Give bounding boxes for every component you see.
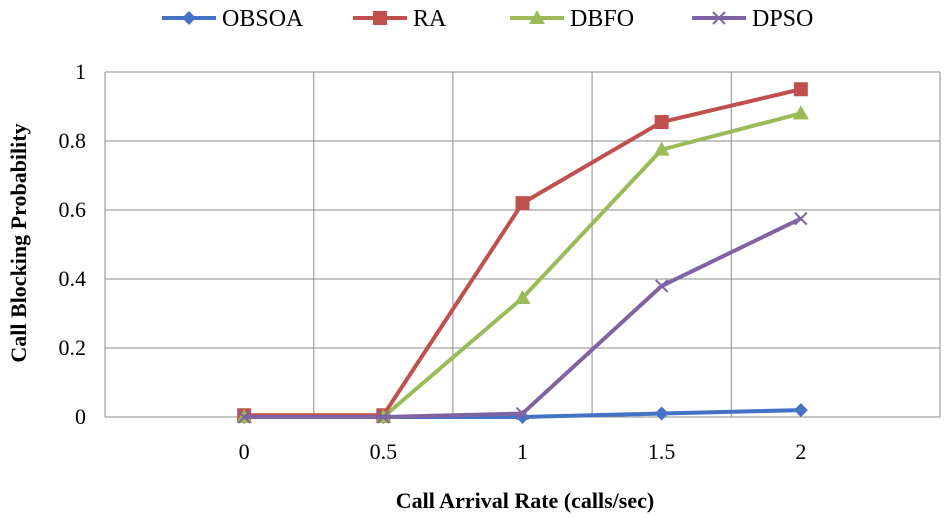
legend-item-obsoa: OBSOA <box>162 6 304 32</box>
legend-label: RA <box>413 6 447 32</box>
series-dpso <box>237 211 808 424</box>
legend-label: DBFO <box>570 6 634 32</box>
x-tick-label: 0 <box>239 439 250 464</box>
data-point-ra <box>793 82 808 97</box>
data-point-ra <box>654 115 669 130</box>
data-point-dbfo <box>792 105 809 120</box>
series-group <box>236 82 809 424</box>
legend-item-ra: RA <box>353 6 447 32</box>
x-tick-labels: 0 0.5 1 1.5 2 <box>239 439 807 464</box>
series-dbfo <box>236 105 809 423</box>
data-point-dpso <box>794 211 808 226</box>
y-tick-label: 0.2 <box>59 335 87 360</box>
series-line-ra <box>244 87 802 418</box>
legend-label: DPSO <box>752 6 813 32</box>
legend-marker <box>373 11 387 25</box>
y-tick-label: 1 <box>75 59 86 84</box>
data-point-dbfo <box>514 289 531 304</box>
legend-item-dbfo: DBFO <box>510 6 634 32</box>
data-point-ra <box>515 196 530 211</box>
x-tick-label: 0.5 <box>370 439 398 464</box>
series-line-dpso <box>244 216 802 419</box>
y-tick-label: 0.4 <box>59 266 87 291</box>
data-point-dpso <box>515 406 530 421</box>
data-point-obsoa <box>654 406 669 421</box>
y-tick-label: 0.6 <box>59 197 87 222</box>
x-tick-label: 1.5 <box>648 439 676 464</box>
data-point-dpso <box>654 279 669 293</box>
data-point-dpso <box>237 410 251 424</box>
y-tick-labels: 0 0.2 0.4 0.6 0.8 1 <box>59 59 87 429</box>
y-axis-title: Call Blocking Probability <box>6 123 31 362</box>
series-line-dbfo <box>244 111 802 419</box>
grid-lines <box>104 71 941 418</box>
y-tick-label: 0 <box>75 404 86 429</box>
x-tick-label: 2 <box>795 439 806 464</box>
legend-label: OBSOA <box>222 6 304 32</box>
x-tick-label: 1 <box>517 439 528 464</box>
legend-marker <box>712 11 726 25</box>
data-point-dpso <box>376 410 391 424</box>
y-tick-label: 0.8 <box>59 128 87 153</box>
legend-marker <box>529 10 545 24</box>
legend: OBSOA RA DBFO DPSO <box>162 6 813 32</box>
data-point-obsoa <box>793 403 808 418</box>
legend-marker <box>182 11 196 25</box>
data-point-dbfo <box>653 141 670 156</box>
x-axis-title: Call Arrival Rate (calls/sec) <box>396 488 654 513</box>
legend-item-dpso: DPSO <box>692 6 813 32</box>
